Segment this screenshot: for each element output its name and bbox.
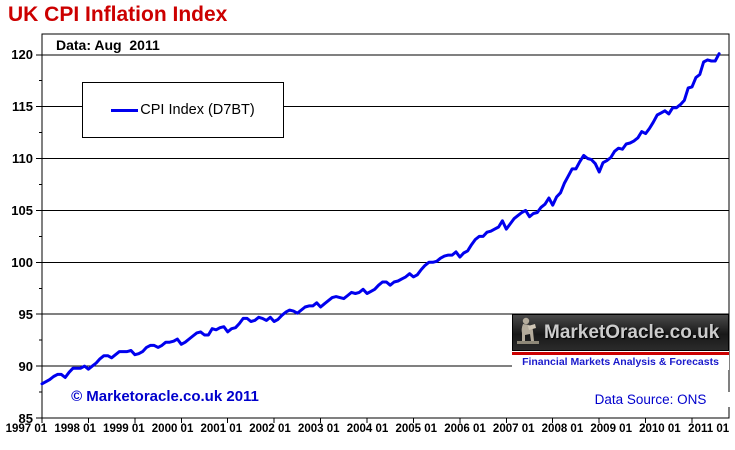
x-tick-label-2007-01: 2007 01: [492, 423, 535, 435]
y-tick-label-95: 95: [18, 306, 33, 322]
x-tick-label-1998-01: 1998 01: [54, 423, 96, 435]
y-tick-label-110: 110: [12, 151, 33, 167]
x-axis-labels: 1997 01 1998 01 1999 01 2000 01 2001 01 2002 …: [2, 423, 733, 435]
x-tick-label-2008-01: 2008 01: [541, 423, 584, 435]
x-tick-label-2005-01: 2005 01: [395, 423, 438, 435]
x-tick-label-1997-01: 1997 01: [5, 423, 48, 435]
seated-oracle-statue-icon: [516, 315, 542, 350]
y-tick-label-90: 90: [18, 358, 33, 374]
x-tick-label-2003-01: 2003 01: [297, 423, 340, 435]
x-tick-label-2011-01: 2011 01: [688, 423, 730, 435]
logo-red-stripe: [512, 352, 729, 355]
y-tick-label-115: 115: [12, 99, 33, 115]
marketoracle-logo: MarketOracle.co.uk Financial Markets Ana…: [512, 314, 729, 370]
x-tick-label-2004-01: 2004 01: [346, 423, 389, 435]
plot-border: [41, 33, 730, 419]
x-tick-label-2010-01: 2010 01: [639, 423, 681, 435]
y-tick-label-100: 100: [11, 254, 33, 270]
data-vintage-label: Data: Aug 2011: [56, 37, 160, 53]
logo-brand-text: MarketOracle.co.uk: [544, 321, 720, 343]
x-tick-label-2001-01: 2001 01: [200, 423, 243, 435]
x-tick-label-2009-01: 2009 01: [590, 423, 632, 435]
y-tick-label-105: 105: [11, 202, 33, 218]
x-tick-label-1999-01: 1999 01: [103, 423, 145, 435]
y-tick-label-85: 85: [18, 410, 33, 426]
data-source-label: Data Source: ONS: [568, 392, 733, 407]
x-tick-label-2000-01: 2000 01: [151, 423, 194, 435]
legend-label: CPI Index (D7BT): [140, 102, 255, 118]
x-tick-label-2002-01: 2002 01: [249, 423, 291, 435]
copyright-watermark: © Marketoracle.co.uk 2011: [71, 388, 259, 405]
chart-title: UK CPI Inflation Index: [8, 3, 228, 26]
logo-banner: MarketOracle.co.uk: [512, 314, 729, 351]
legend-line-swatch: [111, 108, 139, 112]
y-tick-label-120: 120: [11, 47, 33, 63]
logo-tagline: Financial Markets Analysis & Forecasts: [522, 356, 719, 368]
x-tick-label-2006-01: 2006 01: [444, 423, 486, 435]
cpi-index-line: [40, 52, 721, 386]
legend: CPI Index (D7BT): [82, 82, 284, 138]
